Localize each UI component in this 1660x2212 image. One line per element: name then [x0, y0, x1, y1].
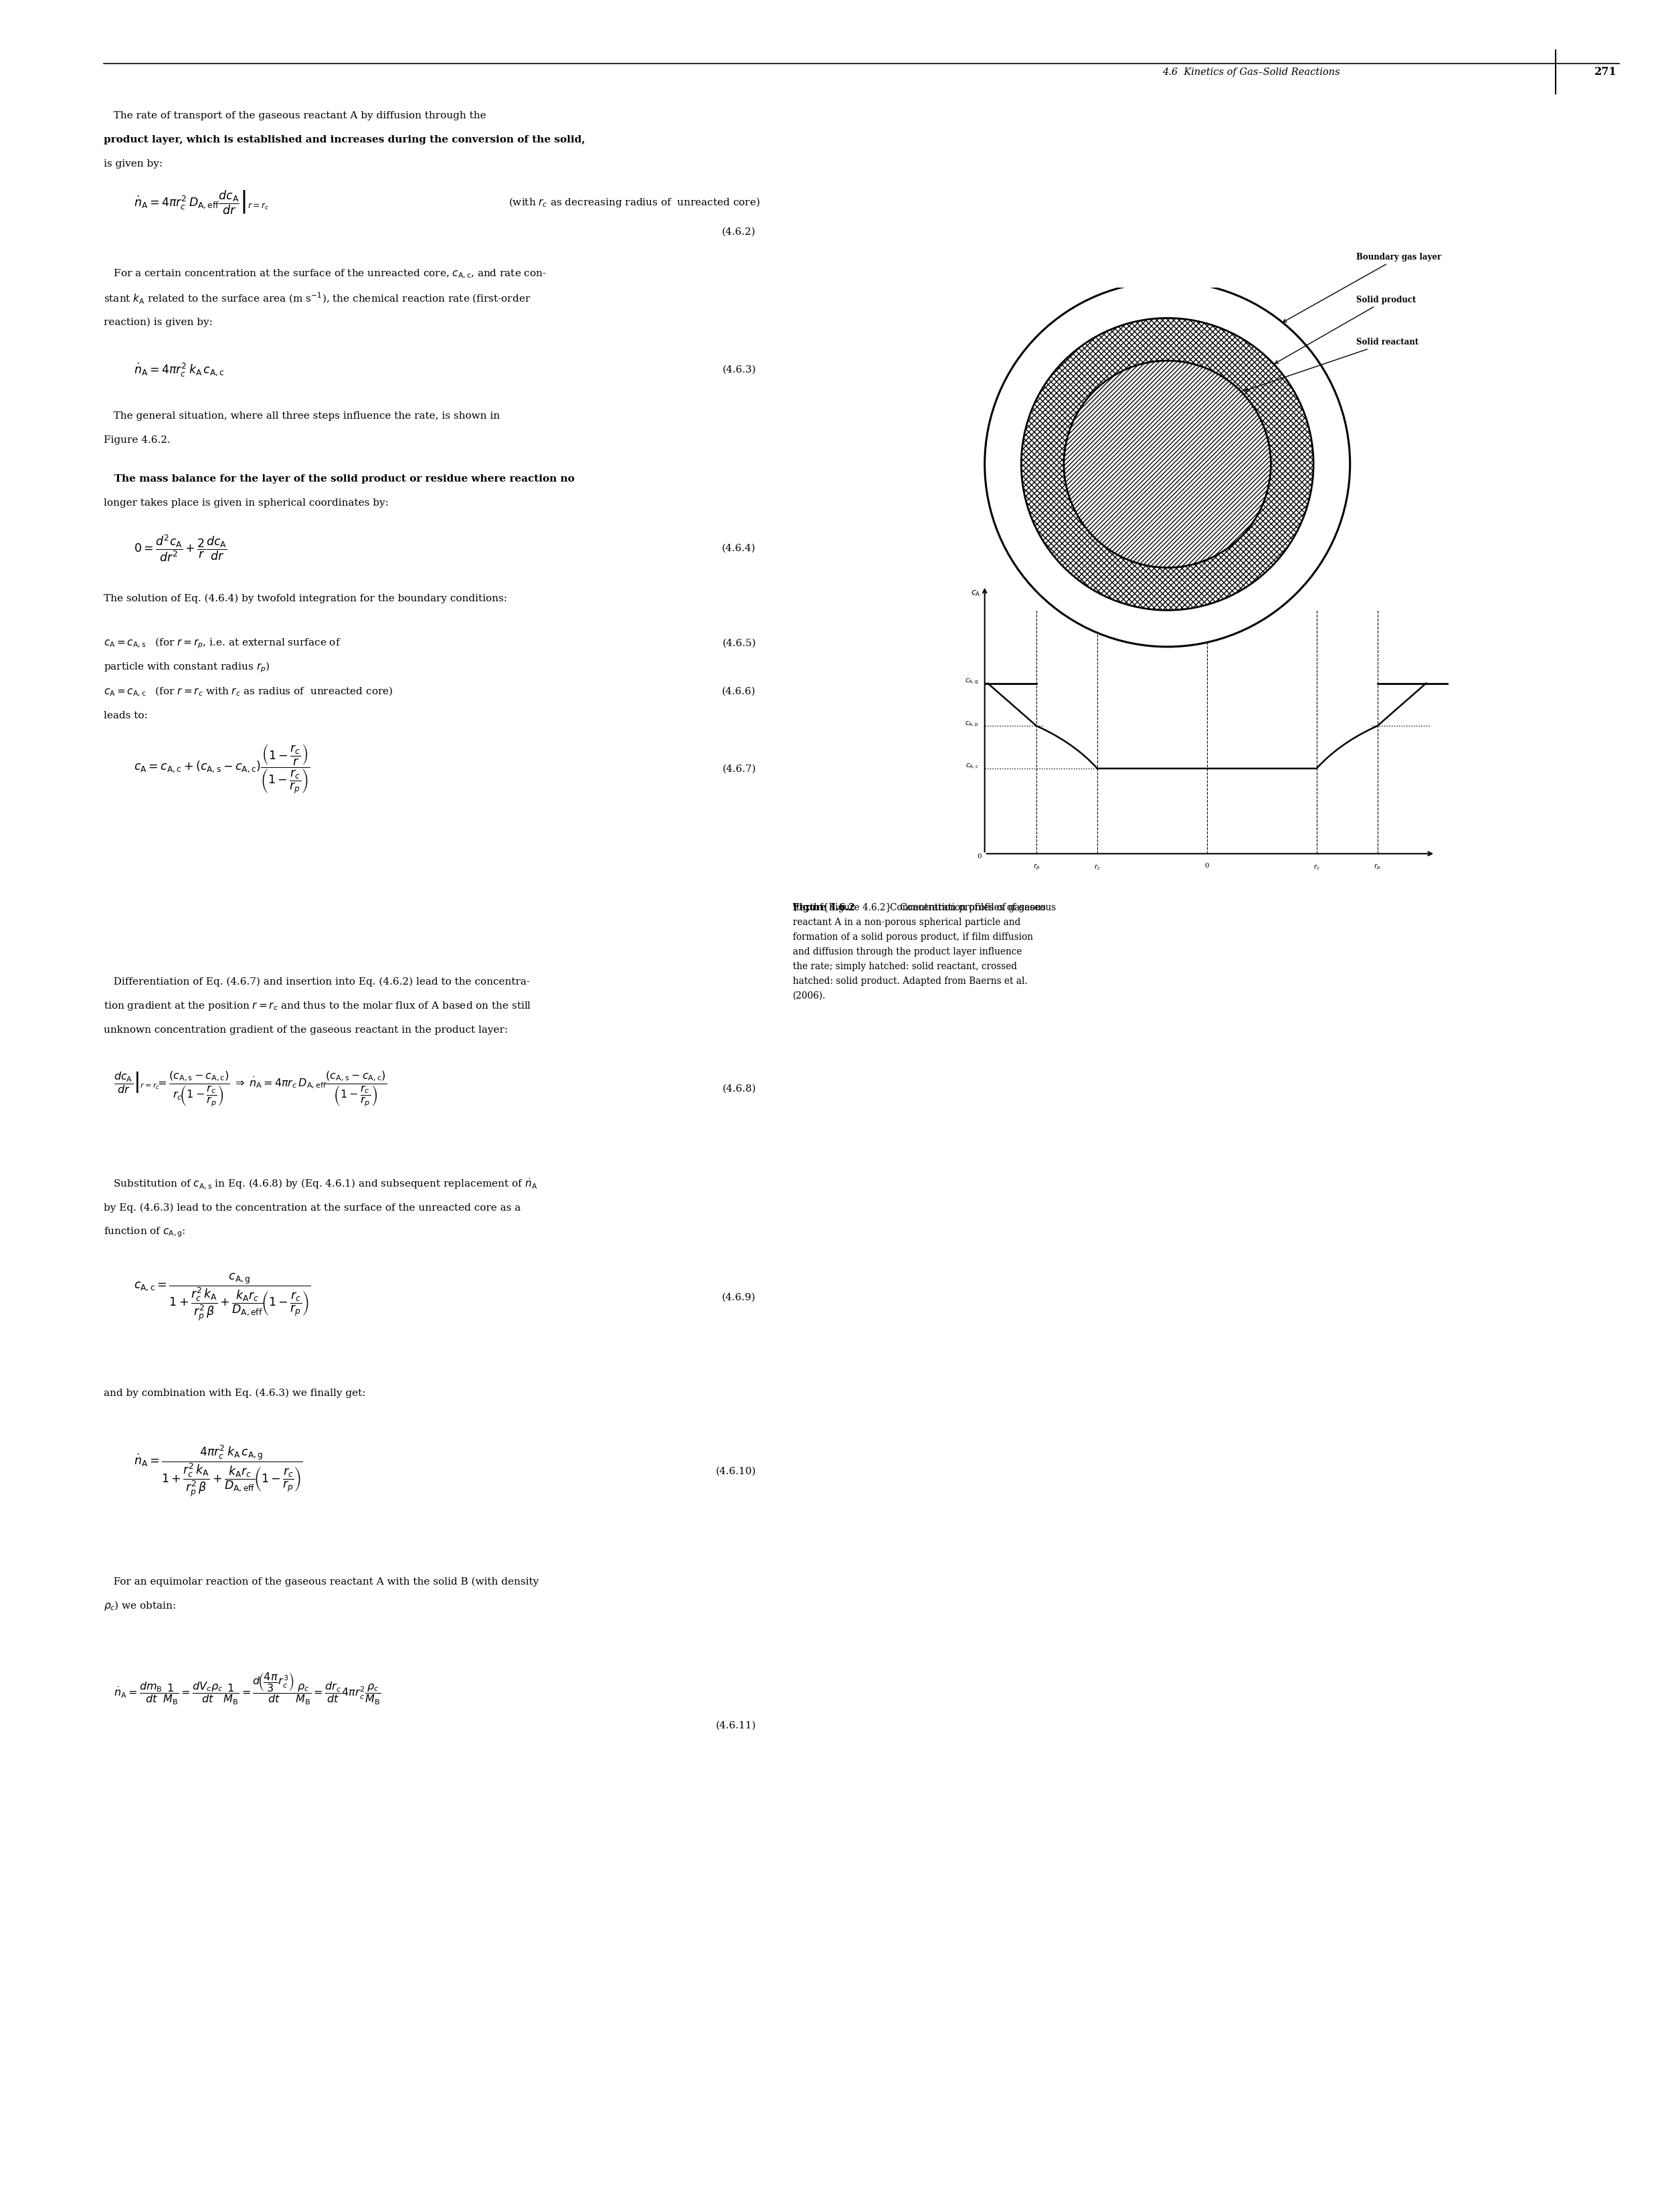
Text: $r_p$: $r_p$ — [1374, 863, 1381, 872]
Text: $r_p$: $r_p$ — [1033, 863, 1039, 872]
Text: The mass balance for the layer of the solid product or residue where reaction no: The mass balance for the layer of the so… — [103, 473, 574, 484]
Text: $\dot{n}_{\rm A} = \dfrac{4\pi r_c^2\,k_{\rm A}\,c_{\rm A,g}}{1 + \dfrac{r_c^2\,: $\dot{n}_{\rm A} = \dfrac{4\pi r_c^2\,k_… — [134, 1444, 304, 1500]
Text: $c_{\rm A} = c_{\rm A,s}$   (for $r = r_p$, i.e. at external surface of: $c_{\rm A} = c_{\rm A,s}$ (for $r = r_p$… — [103, 637, 340, 650]
Text: 0: 0 — [1205, 863, 1208, 869]
Text: The general situation, where all three steps influence the rate, is shown in: The general situation, where all three s… — [103, 411, 500, 420]
Text: $r_c$: $r_c$ — [1313, 863, 1320, 872]
Text: (4.6.5): (4.6.5) — [722, 639, 755, 648]
Text: $\rho_c$) we obtain:: $\rho_c$) we obtain: — [103, 1599, 176, 1613]
Text: (4.6.6): (4.6.6) — [722, 688, 755, 697]
Text: longer takes place is given in spherical coordinates by:: longer takes place is given in spherical… — [103, 498, 388, 509]
Circle shape — [1064, 361, 1272, 568]
Text: stant $k_{\rm A}$ related to the surface area (m s$^{-1}$), the chemical reactio: stant $k_{\rm A}$ related to the surface… — [103, 292, 531, 305]
Text: Concentration profiles of gaseous: Concentration profiles of gaseous — [881, 902, 1046, 911]
Text: $0 = \dfrac{d^2c_{\rm A}}{dr^2} + \dfrac{2}{r}\dfrac{dc_{\rm A}}{dr}$: $0 = \dfrac{d^2c_{\rm A}}{dr^2} + \dfrac… — [134, 533, 227, 564]
Text: Solid reactant: Solid reactant — [1245, 338, 1419, 392]
Text: is given by:: is given by: — [103, 159, 163, 168]
Text: $c_{\rm A,g}$: $c_{\rm A,g}$ — [964, 677, 979, 686]
Text: (4.6.4): (4.6.4) — [722, 544, 755, 553]
Text: $c_{\rm A,p}$: $c_{\rm A,p}$ — [964, 719, 979, 728]
Circle shape — [984, 281, 1350, 646]
Text: $c_{\rm A} = c_{\rm A,c} + \left(c_{\rm A,s} - c_{\rm A,c}\right)\dfrac{\left(1 : $c_{\rm A} = c_{\rm A,c} + \left(c_{\rm … — [134, 743, 310, 796]
Text: (4.6.11): (4.6.11) — [715, 1721, 755, 1730]
Text: and by combination with Eq. (4.6.3) we finally get:: and by combination with Eq. (4.6.3) we f… — [103, 1389, 365, 1398]
Text: (4.6.7): (4.6.7) — [722, 765, 755, 774]
Text: $c_{\rm A,c}$: $c_{\rm A,c}$ — [964, 763, 979, 772]
Text: Figure 4.6.2.: Figure 4.6.2. — [103, 436, 171, 445]
Text: (4.6.9): (4.6.9) — [722, 1294, 755, 1303]
Text: by Eq. (4.6.3) lead to the concentration at the surface of the unreacted core as: by Eq. (4.6.3) lead to the concentration… — [103, 1203, 521, 1212]
Text: $\left.\dfrac{dc_{\rm A}}{dr}\right|_{r=r_c}\!\! =\dfrac{(c_{\rm A,s} - c_{\rm A: $\left.\dfrac{dc_{\rm A}}{dr}\right|_{r=… — [115, 1071, 387, 1108]
Circle shape — [1021, 319, 1313, 611]
Text: (4.6.3): (4.6.3) — [722, 365, 755, 374]
Text: $\dot{n}_{\rm A} = \dfrac{dm_{\rm B}}{dt}\dfrac{1}{M_{\rm B}} = \dfrac{dV_c\rho_: $\dot{n}_{\rm A} = \dfrac{dm_{\rm B}}{dt… — [115, 1672, 382, 1705]
Text: $r_c$: $r_c$ — [1094, 863, 1101, 872]
Text: reactant A in a non-porous spherical particle and: reactant A in a non-porous spherical par… — [793, 918, 1021, 927]
Text: $\dot{n}_{\rm A} = 4\pi r_c^2\,D_{\rm A,eff}\left.\dfrac{dc_{\rm A}}{dr}\right|_: $\dot{n}_{\rm A} = 4\pi r_c^2\,D_{\rm A,… — [134, 190, 269, 217]
Text: $c_{\rm A,c} = \dfrac{c_{\rm A,g}}{1 + \dfrac{r_c^2\,k_{\rm A}}{r_p^2\,\beta} + : $c_{\rm A,c} = \dfrac{c_{\rm A,g}}{1 + \… — [134, 1272, 310, 1323]
Text: For an equimolar reaction of the gaseous reactant A with the solid B (with densi: For an equimolar reaction of the gaseous… — [103, 1577, 540, 1586]
Text: 0: 0 — [978, 854, 981, 860]
Text: $c_{\rm A} = c_{\rm A,c}$   (for $r = r_c$ with $r_c$ as radius of  unreacted co: $c_{\rm A} = c_{\rm A,c}$ (for $r = r_c$… — [103, 686, 393, 699]
Text: (4.6.10): (4.6.10) — [715, 1467, 755, 1475]
Text: For a certain concentration at the surface of the unreacted core, $c_{\rm A,c}$,: For a certain concentration at the surfa… — [103, 268, 546, 281]
Text: $c_{\rm A}$: $c_{\rm A}$ — [971, 588, 981, 597]
Text: Solid product: Solid product — [1275, 296, 1416, 363]
Text: Figure 4.6.2: Figure 4.6.2 — [793, 902, 855, 911]
Text: unknown concentration gradient of the gaseous reactant in the product layer:: unknown concentration gradient of the ga… — [103, 1026, 508, 1035]
Text: product layer, which is established and increases during the conversion of the s: product layer, which is established and … — [103, 135, 586, 144]
Text: Substitution of $c_{\rm A,s}$ in Eq. (4.6.8) by (Eq. 4.6.1) and subsequent repla: Substitution of $c_{\rm A,s}$ in Eq. (4.… — [103, 1177, 538, 1190]
Text: (with $r_c$ as decreasing radius of  unreacted core): (with $r_c$ as decreasing radius of unre… — [508, 197, 760, 208]
Text: The rate of transport of the gaseous reactant A by diffusion through the: The rate of transport of the gaseous rea… — [103, 111, 486, 119]
Text: (4.6.2): (4.6.2) — [722, 228, 755, 237]
Text: \textbf{Figure 4.6.2}   Concentration profiles of gaseous: \textbf{Figure 4.6.2} Concentration prof… — [793, 902, 1056, 911]
Text: $\dot{n}_{\rm A} = 4\pi r_c^2\,k_{\rm A}\,c_{\rm A,c}$: $\dot{n}_{\rm A} = 4\pi r_c^2\,k_{\rm A}… — [134, 361, 224, 378]
Text: tion gradient at the position $r=r_c$ and thus to the molar flux of A based on t: tion gradient at the position $r=r_c$ an… — [103, 1000, 531, 1013]
Text: the rate; simply hatched: solid reactant, crossed: the rate; simply hatched: solid reactant… — [793, 962, 1018, 971]
Text: function of $c_{\rm A,g}$:: function of $c_{\rm A,g}$: — [103, 1225, 186, 1239]
Text: particle with constant radius $r_p$): particle with constant radius $r_p$) — [103, 661, 271, 675]
Text: Boundary gas layer: Boundary gas layer — [1283, 252, 1441, 323]
Text: The solution of Eq. (4.6.4) by twofold integration for the boundary conditions:: The solution of Eq. (4.6.4) by twofold i… — [103, 593, 508, 604]
Text: (2006).: (2006). — [793, 991, 827, 1000]
Text: formation of a solid porous product, if film diffusion: formation of a solid porous product, if … — [793, 933, 1033, 942]
Text: and diffusion through the product layer influence: and diffusion through the product layer … — [793, 947, 1023, 956]
Text: hatched: solid product. Adapted from Baerns et al.: hatched: solid product. Adapted from Bae… — [793, 975, 1028, 987]
Text: 4.6  Kinetics of Gas–Solid Reactions: 4.6 Kinetics of Gas–Solid Reactions — [1162, 69, 1340, 77]
Text: leads to:: leads to: — [103, 710, 148, 721]
Text: Differentiation of Eq. (4.6.7) and insertion into Eq. (4.6.2) lead to the concen: Differentiation of Eq. (4.6.7) and inser… — [103, 978, 530, 987]
Text: (4.6.8): (4.6.8) — [722, 1084, 755, 1093]
Text: reaction) is given by:: reaction) is given by: — [103, 319, 212, 327]
Text: 271: 271 — [1595, 66, 1617, 77]
